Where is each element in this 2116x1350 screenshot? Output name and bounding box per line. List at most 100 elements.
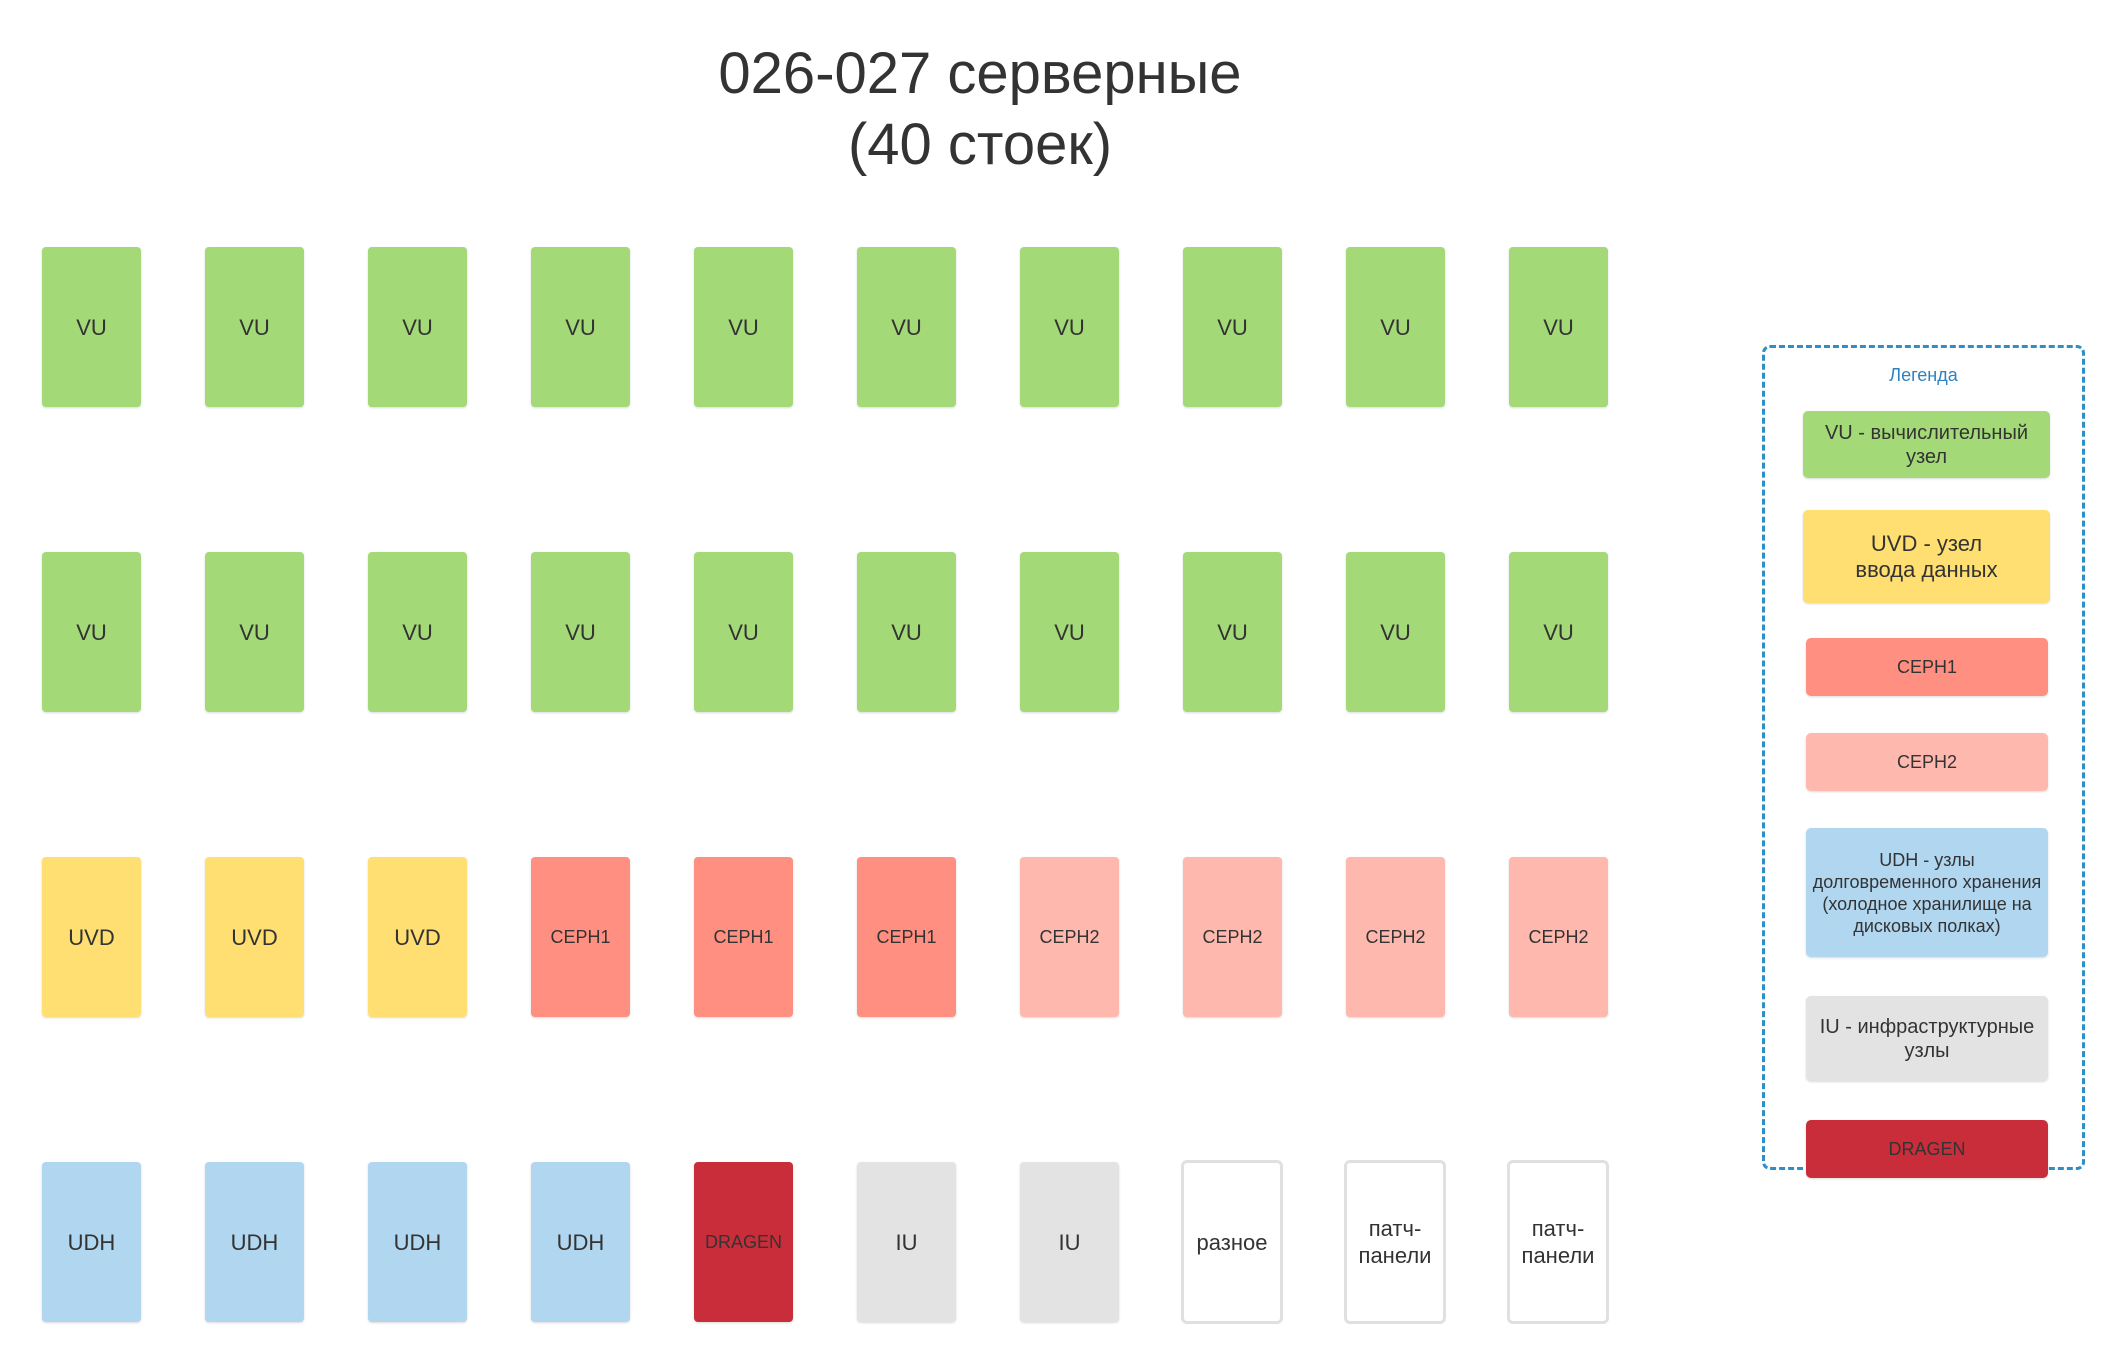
rack-vu: VU [857,247,956,407]
title-line-1: 026-027 серверные [718,41,1242,106]
legend-item-label: CEPH1 [1896,657,1958,677]
rack-label: UDH [230,1229,279,1255]
legend-title: Легенда [1889,365,1958,385]
legend-item-iu: IU - инфраструктурные узлы [1806,996,2048,1081]
rack-iu: IU [857,1162,956,1322]
rack-label: CEPH2 [1528,926,1589,947]
rack-label: VU [565,314,596,340]
rack-label: UVD [68,924,115,950]
rack-vu: VU [857,552,956,712]
rack-other: патч- панели [1344,1160,1446,1324]
rack-udh: UDH [531,1162,630,1322]
rack-udh: UDH [42,1162,141,1322]
rack-label: VU [728,314,759,340]
rack-vu: VU [531,247,630,407]
rack-label: VU [1543,619,1574,645]
rack-vu: VU [368,552,467,712]
rack-vu: VU [1020,552,1119,712]
legend-item-ceph1: CEPH1 [1806,638,2048,696]
diagram-title: 026-027 серверные (40 стоек) [0,38,1960,180]
legend-item-uvd: UVD - узел ввода данных [1803,510,2050,603]
rack-ceph2: CEPH2 [1183,857,1282,1017]
rack-label: DRAGEN [704,1231,782,1252]
rack-iu: IU [1020,1162,1119,1322]
rack-uvd: UVD [42,857,141,1017]
rack-vu: VU [694,552,793,712]
rack-grid: VU VU VU VU VU VU VU VU VU VU VU VU VU VU VU VU VU VU VU VU… [42,247,1609,1324]
rack-label: VU [1380,619,1411,645]
rack-ceph1: CEPH1 [694,857,793,1017]
rack-udh: UDH [368,1162,467,1322]
rack-label: VU [1543,314,1574,340]
rack-label: VU [239,314,270,340]
rack-label: разное [1196,1229,1268,1255]
rack-uvd: UVD [368,857,467,1017]
rack-ceph1: CEPH1 [531,857,630,1017]
rack-label: UDH [556,1229,605,1255]
legend-item-label: VU - вычислительный узел [1824,421,2029,468]
legend-item-label: DRAGEN [1888,1139,1966,1159]
rack-vu: VU [1183,247,1282,407]
rack-label: UDH [67,1229,116,1255]
rack-vu: VU [1509,552,1608,712]
rack-label: CEPH2 [1202,926,1263,947]
legend-item-ceph2: CEPH2 [1806,733,2048,791]
rack-label: VU [891,619,922,645]
title-line-2: (40 стоек) [847,112,1113,177]
legend-item-label: IU - инфраструктурные узлы [1819,1015,2035,1062]
rack-label: VU [565,619,596,645]
rack-vu: VU [1346,247,1445,407]
rack-vu: VU [205,552,304,712]
rack-label: VU [728,619,759,645]
rack-vu: VU [42,552,141,712]
rack-vu: VU [205,247,304,407]
rack-vu: VU [694,247,793,407]
rack-label: патч- панели [1521,1216,1595,1268]
rack-label: VU [891,314,922,340]
legend-item-label: UVD - узел ввода данных [1855,530,1998,582]
rack-label: UVD [231,924,278,950]
rack-label: VU [1054,619,1085,645]
legend-item-vu: VU - вычислительный узел [1803,411,2050,478]
rack-label: CEPH2 [1365,926,1426,947]
rack-ceph2: CEPH2 [1509,857,1608,1017]
rack-vu: VU [1183,552,1282,712]
rack-label: IU [895,1229,918,1255]
rack-vu: VU [1509,247,1608,407]
rack-label: VU [402,619,433,645]
rack-ceph2: CEPH2 [1020,857,1119,1017]
rack-vu: VU [1346,552,1445,712]
rack-label: VU [402,314,433,340]
rack-label: патч- панели [1358,1216,1432,1268]
rack-label: IU [1058,1229,1081,1255]
legend: Легенда VU - вычислительный узел UVD - уз… [1762,345,2085,1178]
rack-label: VU [76,314,107,340]
rack-label: VU [76,619,107,645]
rack-vu: VU [368,247,467,407]
rack-label: VU [1217,314,1248,340]
rack-vu: VU [1020,247,1119,407]
rack-vu: VU [531,552,630,712]
rack-label: CEPH2 [1039,926,1100,947]
legend-item-label: UDH - узлы долговременного хранения (хол… [1812,849,2042,936]
rack-other: разное [1181,1160,1283,1324]
rack-label: VU [239,619,270,645]
rack-ceph2: CEPH2 [1346,857,1445,1017]
rack-label: UVD [394,924,441,950]
rack-label: VU [1054,314,1085,340]
rack-other: патч- панели [1507,1160,1609,1324]
rack-label: VU [1380,314,1411,340]
legend-item-label: CEPH2 [1896,752,1958,772]
rack-udh: UDH [205,1162,304,1322]
rack-dragen: DRAGEN [694,1162,793,1322]
rack-ceph1: CEPH1 [857,857,956,1017]
rack-label: UDH [393,1229,442,1255]
rack-label: CEPH1 [713,926,774,947]
rack-vu: VU [42,247,141,407]
legend-item-udh: UDH - узлы долговременного хранения (хол… [1806,828,2048,957]
rack-label: CEPH1 [876,926,937,947]
legend-item-dragen: DRAGEN [1806,1120,2048,1178]
rack-uvd: UVD [205,857,304,1017]
rack-label: CEPH1 [550,926,611,947]
rack-label: VU [1217,619,1248,645]
